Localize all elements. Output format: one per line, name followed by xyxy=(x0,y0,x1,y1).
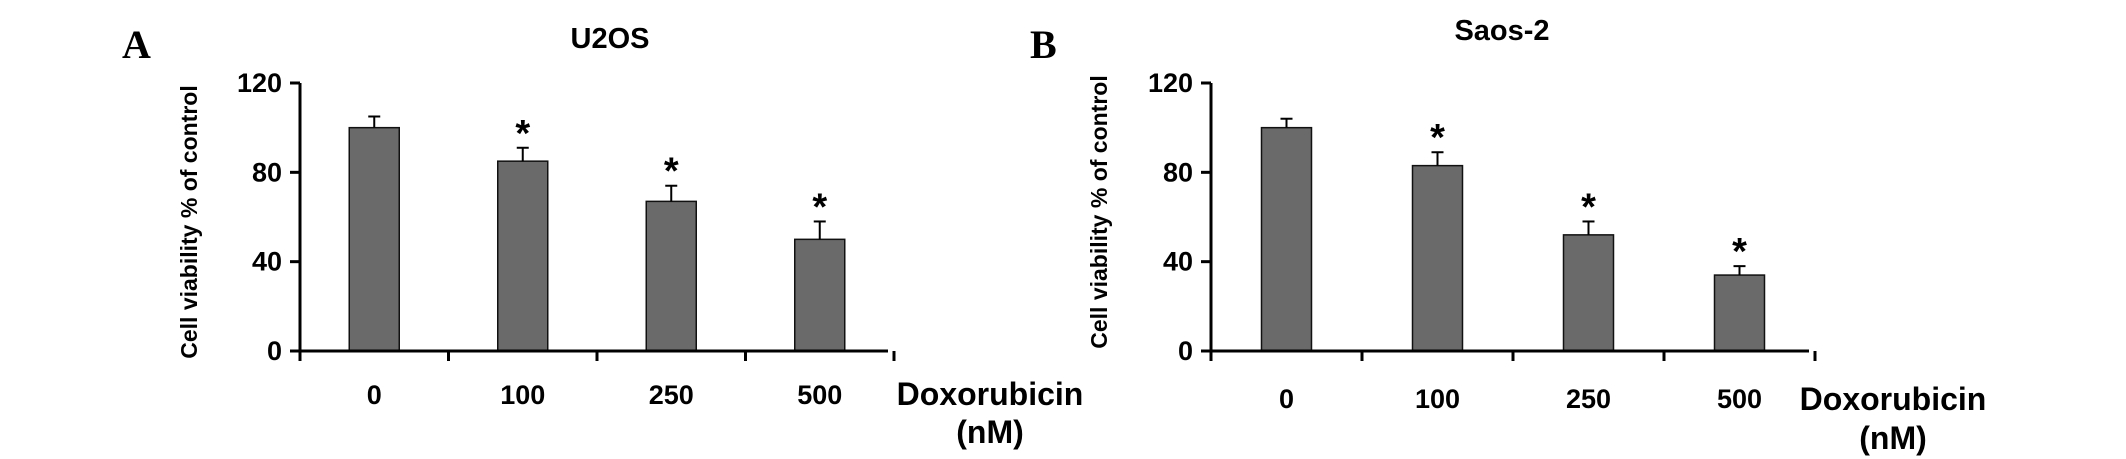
y-tick-label-80: 80 xyxy=(1163,157,1193,187)
x-tick-label-100: 100 xyxy=(500,380,545,410)
x-tick-label-0: 0 xyxy=(367,380,382,410)
x-axis-title-line1: Doxorubicin xyxy=(897,376,1084,412)
x-tick-label-250: 250 xyxy=(1566,384,1611,414)
panel-letter: A xyxy=(122,22,151,67)
significance-marker-500: * xyxy=(812,186,827,228)
y-tick-label-80: 80 xyxy=(252,157,282,187)
bar-100 xyxy=(497,160,549,352)
x-tick-label-500: 500 xyxy=(1717,384,1762,414)
bar-250 xyxy=(1562,234,1615,352)
bar-100 xyxy=(1411,164,1464,352)
y-tick-label-40: 40 xyxy=(252,247,282,277)
x-tick-label-250: 250 xyxy=(649,380,694,410)
bar-0 xyxy=(348,126,400,352)
y-tick-label-120: 120 xyxy=(237,68,282,98)
significance-marker-250: * xyxy=(1581,186,1596,228)
x-axis-title-line2: (nM) xyxy=(1859,420,1927,456)
bar-500 xyxy=(1713,274,1766,352)
chart-title: U2OS xyxy=(571,23,650,55)
x-tick-label-500: 500 xyxy=(797,380,842,410)
x-axis-title-line1: Doxorubicin xyxy=(1800,381,1987,417)
bar-0 xyxy=(1260,126,1313,352)
significance-marker-500: * xyxy=(1732,231,1747,273)
significance-marker-100: * xyxy=(515,113,530,155)
y-axis-title: Cell viability % of control xyxy=(176,85,202,358)
y-tick-label-40: 40 xyxy=(1163,247,1193,277)
y-tick-label-0: 0 xyxy=(1178,336,1193,366)
y-tick-label-0: 0 xyxy=(267,336,282,366)
y-axis-title: Cell viability % of control xyxy=(1086,75,1112,348)
chart-panel-a: A U2OS Cell viability % of control 0 * 100 * 25… xyxy=(122,22,1083,450)
x-tick-label-0: 0 xyxy=(1279,384,1294,414)
significance-marker-250: * xyxy=(664,151,679,193)
x-tick-label-100: 100 xyxy=(1415,384,1460,414)
bar-250 xyxy=(645,200,697,352)
chart-title: Saos-2 xyxy=(1454,15,1549,47)
bar-500 xyxy=(794,238,846,352)
panel-letter: B xyxy=(1030,22,1057,67)
y-tick-label-120: 120 xyxy=(1148,68,1193,98)
x-axis-title-line2: (nM) xyxy=(956,414,1024,450)
significance-marker-100: * xyxy=(1430,117,1445,159)
chart-panel-b: B Saos-2 Cell viability % of control 0 * 100 *… xyxy=(1030,15,1986,456)
